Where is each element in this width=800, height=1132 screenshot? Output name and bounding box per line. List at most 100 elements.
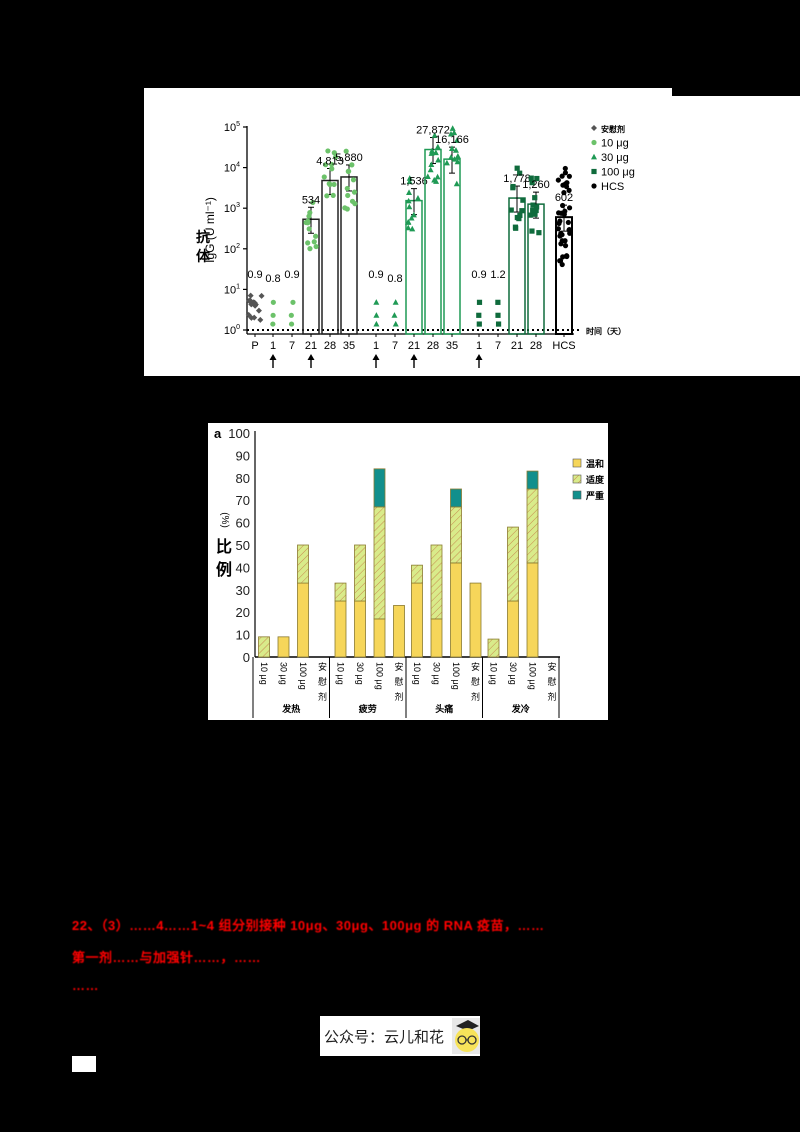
legend-label: 温和	[586, 458, 604, 469]
dose-label: 剂	[547, 691, 556, 702]
gmt-value-label: 1,536	[400, 176, 428, 188]
dose-label: 剂	[318, 691, 327, 702]
stacked-bar-segment	[430, 544, 443, 620]
x-tick-label: 7	[495, 340, 501, 352]
legend-label: 适度	[586, 474, 605, 485]
top-figure-panel	[144, 88, 672, 376]
y-tick-label: 102	[224, 243, 240, 256]
gmt-value-label: 0.9	[368, 269, 383, 281]
legend-item: 安慰剂	[601, 124, 625, 134]
stacked-bar-segment	[450, 488, 462, 508]
dose-label: 30 μg	[432, 662, 442, 685]
stacked-bar-segment	[487, 638, 500, 658]
dose-label: 10 μg	[259, 662, 269, 685]
y-tick-label: 105	[224, 121, 240, 134]
y-tick-label: 10	[236, 628, 250, 643]
stacked-bar-segment	[373, 506, 386, 620]
x-tick-label: 21	[305, 340, 317, 352]
x-tick-label: 35	[343, 340, 355, 352]
dose-label: 100 μg	[298, 662, 308, 690]
y-tick-label: 20	[236, 605, 250, 620]
gmt-value-label: 0.8	[265, 273, 280, 285]
x-tick-label: 21	[408, 340, 420, 352]
caption-line-3: ……	[72, 978, 99, 993]
dose-label: 安	[318, 661, 327, 672]
adverse-events-chart: a 0 10 20 30 40 50 60 70 80 90 100 (%) 比例 10 μg 30 μg 10…	[214, 426, 605, 718]
y-tick-label: 30	[236, 583, 250, 598]
gmt-value-label: 602	[555, 192, 573, 204]
stacked-bar-segment	[277, 636, 290, 658]
dose-label: 慰	[547, 676, 556, 687]
dose-label: 10 μg	[412, 662, 422, 685]
caption-line-2: 第一剂……与加强针……，……	[72, 950, 262, 965]
legend-swatch	[572, 490, 582, 500]
x-tick-label: 28	[530, 340, 542, 352]
dose-label: 100 μg	[375, 662, 385, 690]
y-axis-label-cn: 例	[216, 560, 232, 579]
gmt-value-label: 0.9	[471, 269, 486, 281]
y-tick-label: 90	[236, 448, 250, 463]
y-tick-label: 60	[236, 516, 250, 531]
dose-label: 10 μg	[336, 662, 346, 685]
bottom-figure-panel	[208, 423, 608, 720]
y-axis-unit: (%)	[219, 512, 230, 528]
y-tick-label: 50	[236, 538, 250, 553]
y-axis-label: IgG (U ml⁻¹)	[203, 197, 217, 263]
top-figure-panel-extension	[672, 96, 800, 376]
x-tick-label: 1	[476, 340, 482, 352]
stacked-bar-segment	[450, 506, 462, 564]
gmt-value-label: 5,880	[335, 152, 363, 164]
dose-label: 100 μg	[451, 662, 461, 690]
dose-label: 慰	[394, 676, 403, 687]
dose-label: 10 μg	[489, 662, 499, 685]
legend-swatch	[572, 474, 582, 484]
gmt-value-label: 1,260	[522, 179, 550, 191]
legend-item: 100 μg	[601, 167, 635, 179]
dose-label: 剂	[471, 691, 480, 702]
gmt-value-label: 0.8	[387, 273, 402, 285]
legend-swatch	[572, 458, 582, 468]
gmt-value-label: 16,166	[435, 134, 469, 146]
dose-label: 100 μg	[528, 662, 538, 690]
gmt-value-label: 534	[302, 194, 320, 206]
y-tick-label: 101	[224, 283, 240, 296]
stacked-bar-segment	[373, 618, 386, 658]
x-tick-label: 21	[511, 340, 523, 352]
gmt-value-label: 0.9	[247, 269, 262, 281]
y-tick-label: 70	[236, 493, 250, 508]
gmt-value-label: 4,813	[316, 155, 344, 167]
dose-label: 安	[394, 661, 403, 672]
stacked-bar-segment	[411, 564, 423, 584]
y-axis-label-cn: 比	[216, 538, 232, 556]
stacked-bar-segment	[430, 618, 443, 658]
stacked-bar-segment	[297, 582, 309, 658]
stacked-bar-segment	[507, 600, 519, 658]
x-tick-label: 7	[392, 340, 398, 352]
y-tick-label: 0	[243, 650, 250, 665]
dose-label: 剂	[394, 691, 403, 702]
legend-label: 严重	[585, 490, 604, 501]
stacked-bar-segment	[393, 605, 405, 658]
y-tick-label: 103	[224, 202, 240, 215]
y-axis-label-cn: 抗	[196, 229, 210, 245]
cartoon-face-icon	[452, 1018, 480, 1054]
stacked-bar-segment	[450, 562, 462, 658]
x-tick-label: 1	[373, 340, 379, 352]
y-axis-label-cn: 体	[196, 248, 211, 264]
gmt-value-label: 1,778	[503, 173, 531, 185]
wechat-account-badge: 公众号：云儿和花	[320, 1016, 480, 1056]
y-tick-label: 104	[224, 162, 240, 175]
x-axis-label: 时间（天）	[586, 326, 626, 336]
legend-item: HCS	[601, 181, 624, 193]
stacked-bar-segment	[354, 600, 366, 658]
stacked-bar-segment	[258, 636, 270, 658]
gmt-value-label: 27,872	[416, 125, 450, 137]
gmt-value-label: 0.9	[284, 269, 299, 281]
x-tick-label: 7	[289, 340, 295, 352]
legend-item: 30 μg	[601, 152, 629, 164]
panel-label: a	[214, 426, 222, 441]
x-tick-label: 28	[427, 340, 439, 352]
group-label: 发冷	[511, 703, 530, 714]
y-tick-label: 40	[236, 560, 250, 575]
